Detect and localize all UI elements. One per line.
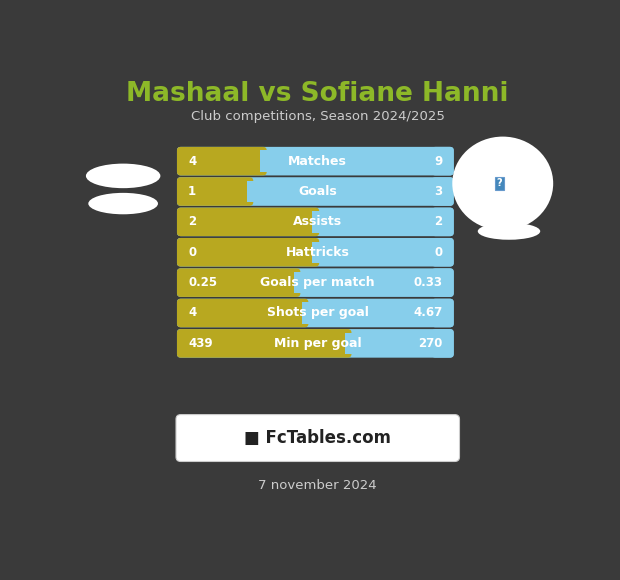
FancyBboxPatch shape (312, 241, 453, 263)
Text: 0: 0 (435, 246, 443, 259)
Text: 2: 2 (188, 215, 196, 229)
Text: 0.25: 0.25 (188, 276, 217, 289)
FancyBboxPatch shape (432, 329, 454, 358)
Text: 0.33: 0.33 (414, 276, 443, 289)
FancyBboxPatch shape (177, 269, 300, 297)
FancyBboxPatch shape (177, 238, 319, 267)
FancyBboxPatch shape (432, 238, 454, 267)
FancyBboxPatch shape (177, 177, 454, 206)
Ellipse shape (86, 164, 161, 188)
FancyBboxPatch shape (345, 333, 453, 354)
FancyBboxPatch shape (177, 269, 454, 297)
Text: 4: 4 (188, 155, 197, 168)
FancyBboxPatch shape (432, 208, 454, 236)
Text: 270: 270 (418, 337, 443, 350)
Text: Goals per match: Goals per match (260, 276, 375, 289)
Ellipse shape (88, 193, 158, 214)
FancyBboxPatch shape (177, 147, 454, 175)
Text: Mashaal vs Sofiane Hanni: Mashaal vs Sofiane Hanni (126, 81, 509, 107)
Text: Assists: Assists (293, 215, 342, 229)
FancyBboxPatch shape (177, 147, 267, 175)
Text: 1: 1 (188, 185, 196, 198)
Text: Shots per goal: Shots per goal (267, 306, 369, 320)
Text: 9: 9 (435, 155, 443, 168)
FancyBboxPatch shape (294, 272, 453, 293)
Text: Hattricks: Hattricks (286, 246, 350, 259)
FancyBboxPatch shape (177, 299, 308, 327)
FancyBboxPatch shape (432, 177, 454, 206)
FancyBboxPatch shape (177, 329, 454, 358)
FancyBboxPatch shape (432, 269, 454, 297)
Text: ?: ? (497, 179, 502, 188)
FancyBboxPatch shape (177, 299, 454, 327)
FancyBboxPatch shape (177, 238, 454, 267)
Text: 7 november 2024: 7 november 2024 (259, 479, 377, 492)
FancyBboxPatch shape (432, 147, 454, 175)
FancyBboxPatch shape (247, 181, 453, 202)
Text: ■ FcTables.com: ■ FcTables.com (244, 429, 391, 447)
Circle shape (453, 137, 553, 230)
Text: 2: 2 (435, 215, 443, 229)
FancyBboxPatch shape (260, 150, 453, 172)
Text: 439: 439 (188, 337, 213, 350)
FancyBboxPatch shape (177, 208, 319, 236)
FancyBboxPatch shape (176, 415, 459, 462)
Text: 4: 4 (188, 306, 197, 320)
Text: 4.67: 4.67 (414, 306, 443, 320)
Text: Club competitions, Season 2024/2025: Club competitions, Season 2024/2025 (191, 110, 445, 123)
Text: Min per goal: Min per goal (274, 337, 361, 350)
Text: 0: 0 (188, 246, 196, 259)
Text: Goals: Goals (298, 185, 337, 198)
FancyBboxPatch shape (177, 208, 454, 236)
Text: Matches: Matches (288, 155, 347, 168)
FancyBboxPatch shape (177, 329, 352, 358)
FancyBboxPatch shape (312, 211, 453, 233)
Text: 3: 3 (435, 185, 443, 198)
FancyBboxPatch shape (302, 302, 453, 324)
FancyBboxPatch shape (432, 299, 454, 327)
FancyBboxPatch shape (177, 177, 253, 206)
Ellipse shape (478, 223, 540, 240)
